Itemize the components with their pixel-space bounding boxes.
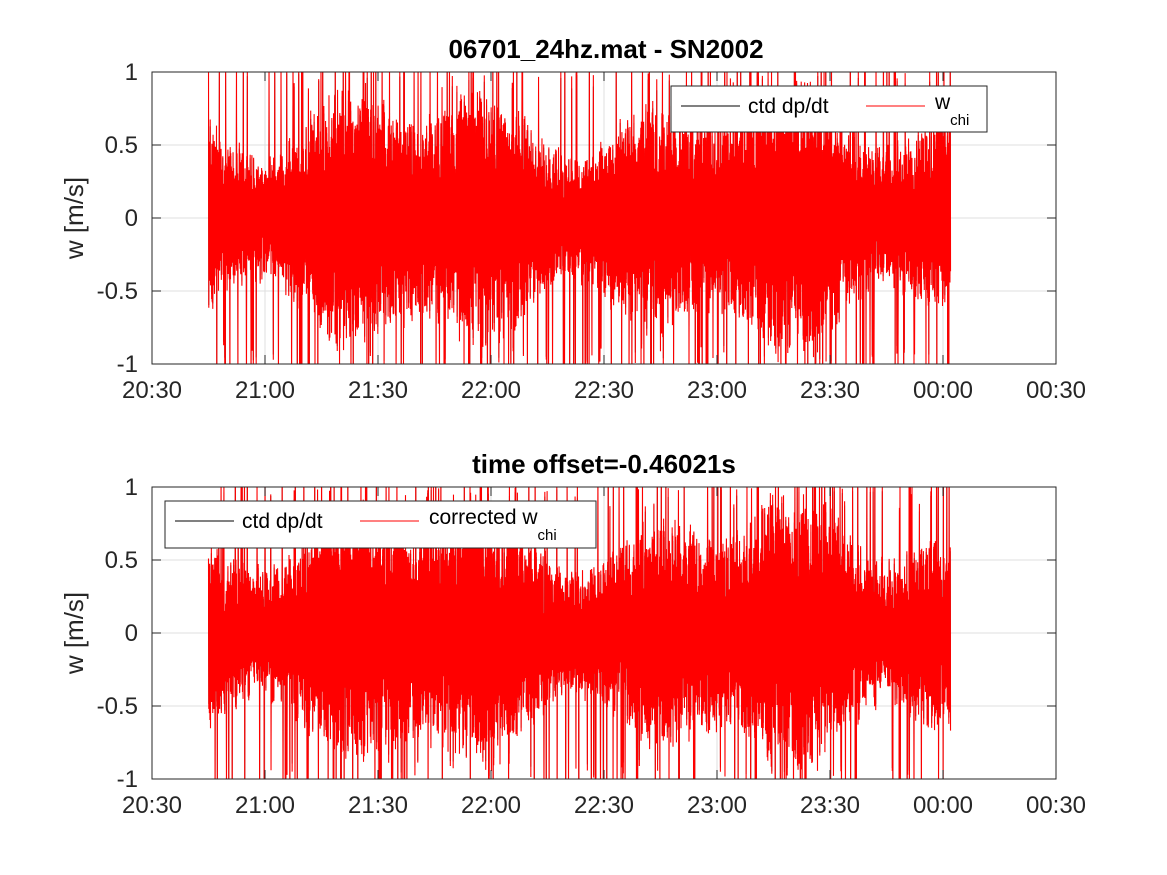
top-panel-x-tick-label: 00:30 <box>1026 377 1086 404</box>
top-panel-legend: ctd dp/dt wchi <box>670 85 988 133</box>
bottom-panel-legend: ctd dp/dt corrected wchi <box>164 500 597 549</box>
top-panel-x-tick-label: 21:00 <box>235 377 295 404</box>
bottom-panel-x-tick-label: 00:30 <box>1026 792 1086 819</box>
top-panel-x-tick-label: 22:30 <box>574 377 634 404</box>
top-panel-legend-label-wchi: wchi <box>934 91 969 129</box>
top-panel-y-tick-label: 1 <box>125 59 138 86</box>
bottom-panel-y-tick-label: 0 <box>125 620 138 647</box>
bottom-panel-legend-box <box>164 500 597 549</box>
bottom-panel-x-tick-label: 22:30 <box>574 792 634 819</box>
top-panel-title: 06701_24hz.mat - SN2002 <box>448 34 763 64</box>
top-panel-y-tick-label: -1 <box>117 351 138 378</box>
bottom-panel-legend-label-wchi-subscript: chi <box>538 527 557 544</box>
bottom-panel-y-tick-label: 0.5 <box>105 547 138 574</box>
top-panel-plot <box>207 72 952 364</box>
bottom-panel-y-ticks: 1 0.5 0 -0.5 -1 <box>97 474 1056 793</box>
top-panel-ylabel: w [m/s] <box>59 177 89 260</box>
top-panel-x-tick-label: 00:00 <box>913 377 973 404</box>
bottom-panel-y-tick-label: -1 <box>117 766 138 793</box>
bottom-panel-x-tick-label: 20:30 <box>122 792 182 819</box>
bottom-panel: time offset=-0.46021s 20:30 21:00 21:30 22:… <box>59 449 1086 819</box>
bottom-panel-x-tick-label: 23:30 <box>800 792 860 819</box>
bottom-panel-y-tick-label: 1 <box>125 474 138 501</box>
top-panel-x-tick-label: 23:30 <box>800 377 860 404</box>
bottom-panel-x-ticks: 20:30 21:00 21:30 22:00 22:30 23:00 23:30 00:00… <box>122 487 1086 819</box>
top-panel-legend-label-wchi-subscript: chi <box>950 112 969 129</box>
top-panel-y-tick-label: -0.5 <box>97 278 138 305</box>
bottom-panel-title: time offset=-0.46021s <box>472 449 736 479</box>
top-panel-legend-box <box>670 85 988 133</box>
top-panel-legend-label-ctd: ctd dp/dt <box>748 95 829 118</box>
top-panel-x-tick-label: 23:00 <box>687 377 747 404</box>
bottom-panel-legend-label-wchi: corrected wchi <box>429 506 557 544</box>
bottom-panel-plot <box>207 487 952 779</box>
top-panel-legend-label-wchi-main: w <box>934 91 951 114</box>
top-panel-y-ticks: 1 0.5 0 -0.5 -1 <box>97 59 1056 378</box>
top-panel-y-tick-label: 0 <box>125 205 138 232</box>
bottom-panel-x-tick-label: 23:00 <box>687 792 747 819</box>
top-panel-series-wchi <box>207 72 952 364</box>
bottom-panel-x-tick-label: 00:00 <box>913 792 973 819</box>
bottom-panel-series-wchi <box>207 487 952 779</box>
top-panel-x-tick-label: 21:30 <box>348 377 408 404</box>
bottom-panel-ylabel: w [m/s] <box>59 592 89 675</box>
top-panel-y-tick-label: 0.5 <box>105 132 138 159</box>
top-panel-x-tick-label: 22:00 <box>461 377 521 404</box>
bottom-panel-legend-label-ctd: ctd dp/dt <box>242 510 323 533</box>
bottom-panel-x-tick-label: 21:00 <box>235 792 295 819</box>
bottom-panel-legend-label-wchi-main: corrected w <box>429 506 538 529</box>
bottom-panel-x-tick-label: 21:30 <box>348 792 408 819</box>
bottom-panel-y-tick-label: -0.5 <box>97 693 138 720</box>
top-panel: 06701_24hz.mat - SN2002 20:30 21:00 21:30 2… <box>59 34 1086 404</box>
top-panel-x-tick-label: 20:30 <box>122 377 182 404</box>
top-panel-x-ticks: 20:30 21:00 21:30 22:00 22:30 23:00 23:30 00:00… <box>122 72 1086 404</box>
bottom-panel-x-tick-label: 22:00 <box>461 792 521 819</box>
